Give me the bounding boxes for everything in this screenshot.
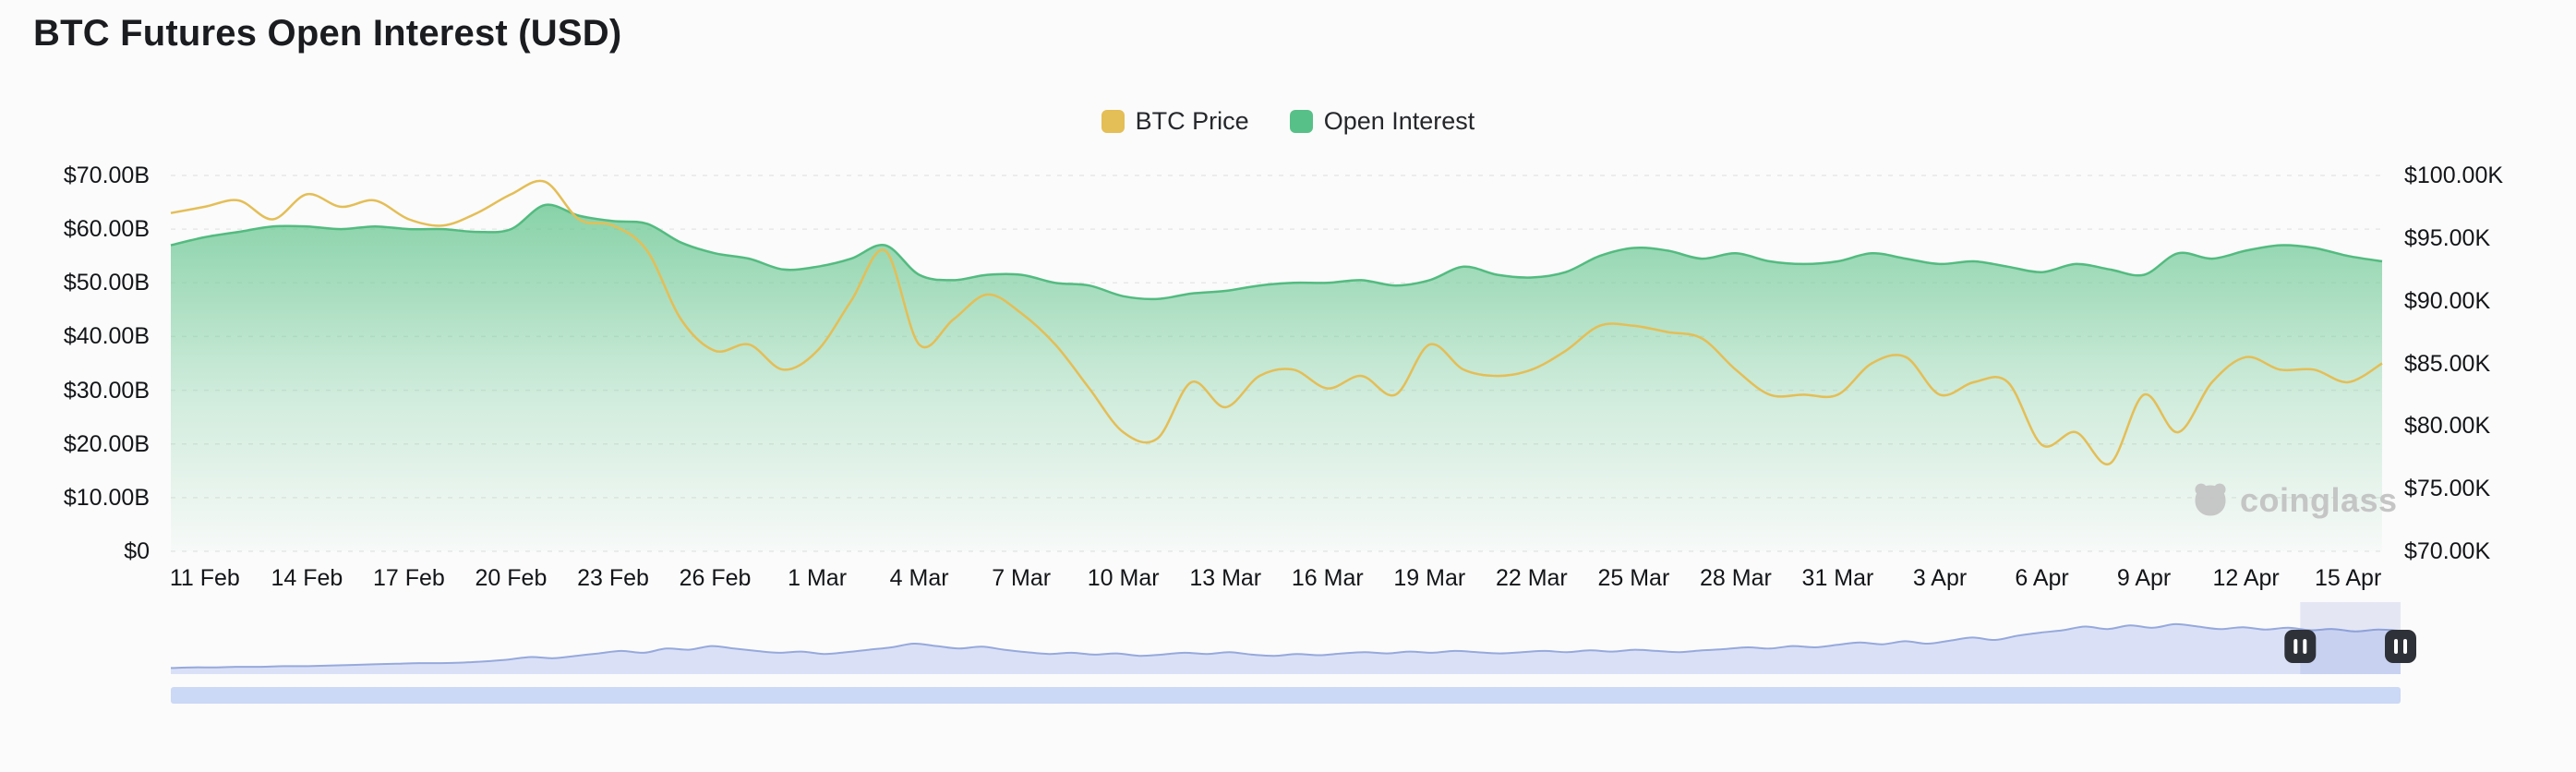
navigator-track[interactable]	[171, 687, 2401, 704]
y-axis-label-left: $10.00B	[63, 484, 150, 511]
open-interest-swatch-icon	[1289, 110, 1313, 133]
x-axis-label: 10 Mar	[1087, 565, 1160, 591]
y-axis-label-left: $0	[124, 538, 150, 564]
y-axis-label-left: $70.00B	[63, 163, 150, 188]
page-title: BTC Futures Open Interest (USD)	[33, 13, 622, 54]
y-axis-label-left: $50.00B	[63, 270, 150, 296]
range-navigator[interactable]	[170, 602, 2433, 713]
legend-label-open-interest: Open Interest	[1323, 107, 1475, 135]
chart-legend: BTC Price Open Interest	[0, 107, 2576, 136]
y-axis-label-right: $70.00K	[2404, 538, 2491, 564]
x-axis-label: 11 Feb	[169, 565, 240, 591]
y-axis-label-right: $80.00K	[2404, 413, 2491, 440]
x-axis-label: 14 Feb	[271, 565, 343, 591]
x-axis-label: 12 Apr	[2212, 565, 2280, 591]
navigator-handle-right[interactable]	[2385, 630, 2416, 663]
x-axis-label: 4 Mar	[889, 565, 949, 591]
x-axis-label: 31 Mar	[1801, 565, 1874, 591]
btc-price-swatch-icon	[1101, 110, 1125, 133]
navigator-handle-left[interactable]	[2284, 630, 2317, 663]
legend-label-btc-price: BTC Price	[1135, 107, 1249, 135]
x-axis-label: 19 Mar	[1393, 565, 1466, 591]
y-axis-label-left: $60.00B	[63, 216, 150, 243]
y-axis-label-right: $100.00K	[2404, 163, 2504, 188]
navigator-selection[interactable]	[2300, 602, 2401, 674]
x-axis-label: 7 Mar	[992, 565, 1052, 591]
y-axis-label-right: $85.00K	[2404, 350, 2491, 377]
y-axis-label-left: $40.00B	[63, 323, 150, 350]
x-axis-label: 3 Apr	[1912, 565, 1968, 591]
coinglass-logo-icon	[2195, 483, 2226, 516]
open-interest-area	[171, 204, 2382, 551]
x-axis-label: 28 Mar	[1700, 565, 1772, 591]
watermark-text: coinglass	[2240, 481, 2398, 519]
y-axis-label-left: $20.00B	[63, 430, 150, 457]
legend-item-open-interest[interactable]: Open Interest	[1289, 107, 1475, 136]
open-interest-line	[170, 203, 2383, 301]
y-axis-label-right: $75.00K	[2404, 476, 2491, 502]
coinglass-watermark: coinglass	[2190, 480, 2398, 521]
navigator-area	[171, 623, 2401, 674]
x-axis-label: 22 Mar	[1495, 565, 1568, 591]
x-axis-label: 15 Apr	[2315, 565, 2382, 591]
x-axis-label: 17 Feb	[373, 565, 445, 591]
x-axis-label: 16 Mar	[1291, 565, 1364, 591]
y-axis-label-right: $90.00K	[2404, 287, 2491, 314]
x-axis-label: 13 Mar	[1189, 565, 1262, 591]
btc-price-line	[170, 179, 2383, 465]
x-axis-label: 9 Apr	[2116, 565, 2172, 591]
x-axis-label: 25 Mar	[1597, 565, 1670, 591]
legend-item-btc-price[interactable]: BTC Price	[1101, 107, 1249, 136]
x-axis-label: 1 Mar	[788, 565, 848, 591]
x-axis-label: 6 Apr	[2015, 565, 2069, 591]
x-axis-label: 26 Feb	[679, 565, 752, 591]
navigator-line	[170, 622, 2401, 669]
y-axis-label-left: $30.00B	[63, 377, 150, 404]
y-axis-label-right: $95.00K	[2404, 224, 2491, 251]
x-axis-label: 23 Feb	[577, 565, 649, 591]
plot-area[interactable]	[171, 175, 2382, 551]
x-axis-label: 20 Feb	[475, 565, 548, 591]
